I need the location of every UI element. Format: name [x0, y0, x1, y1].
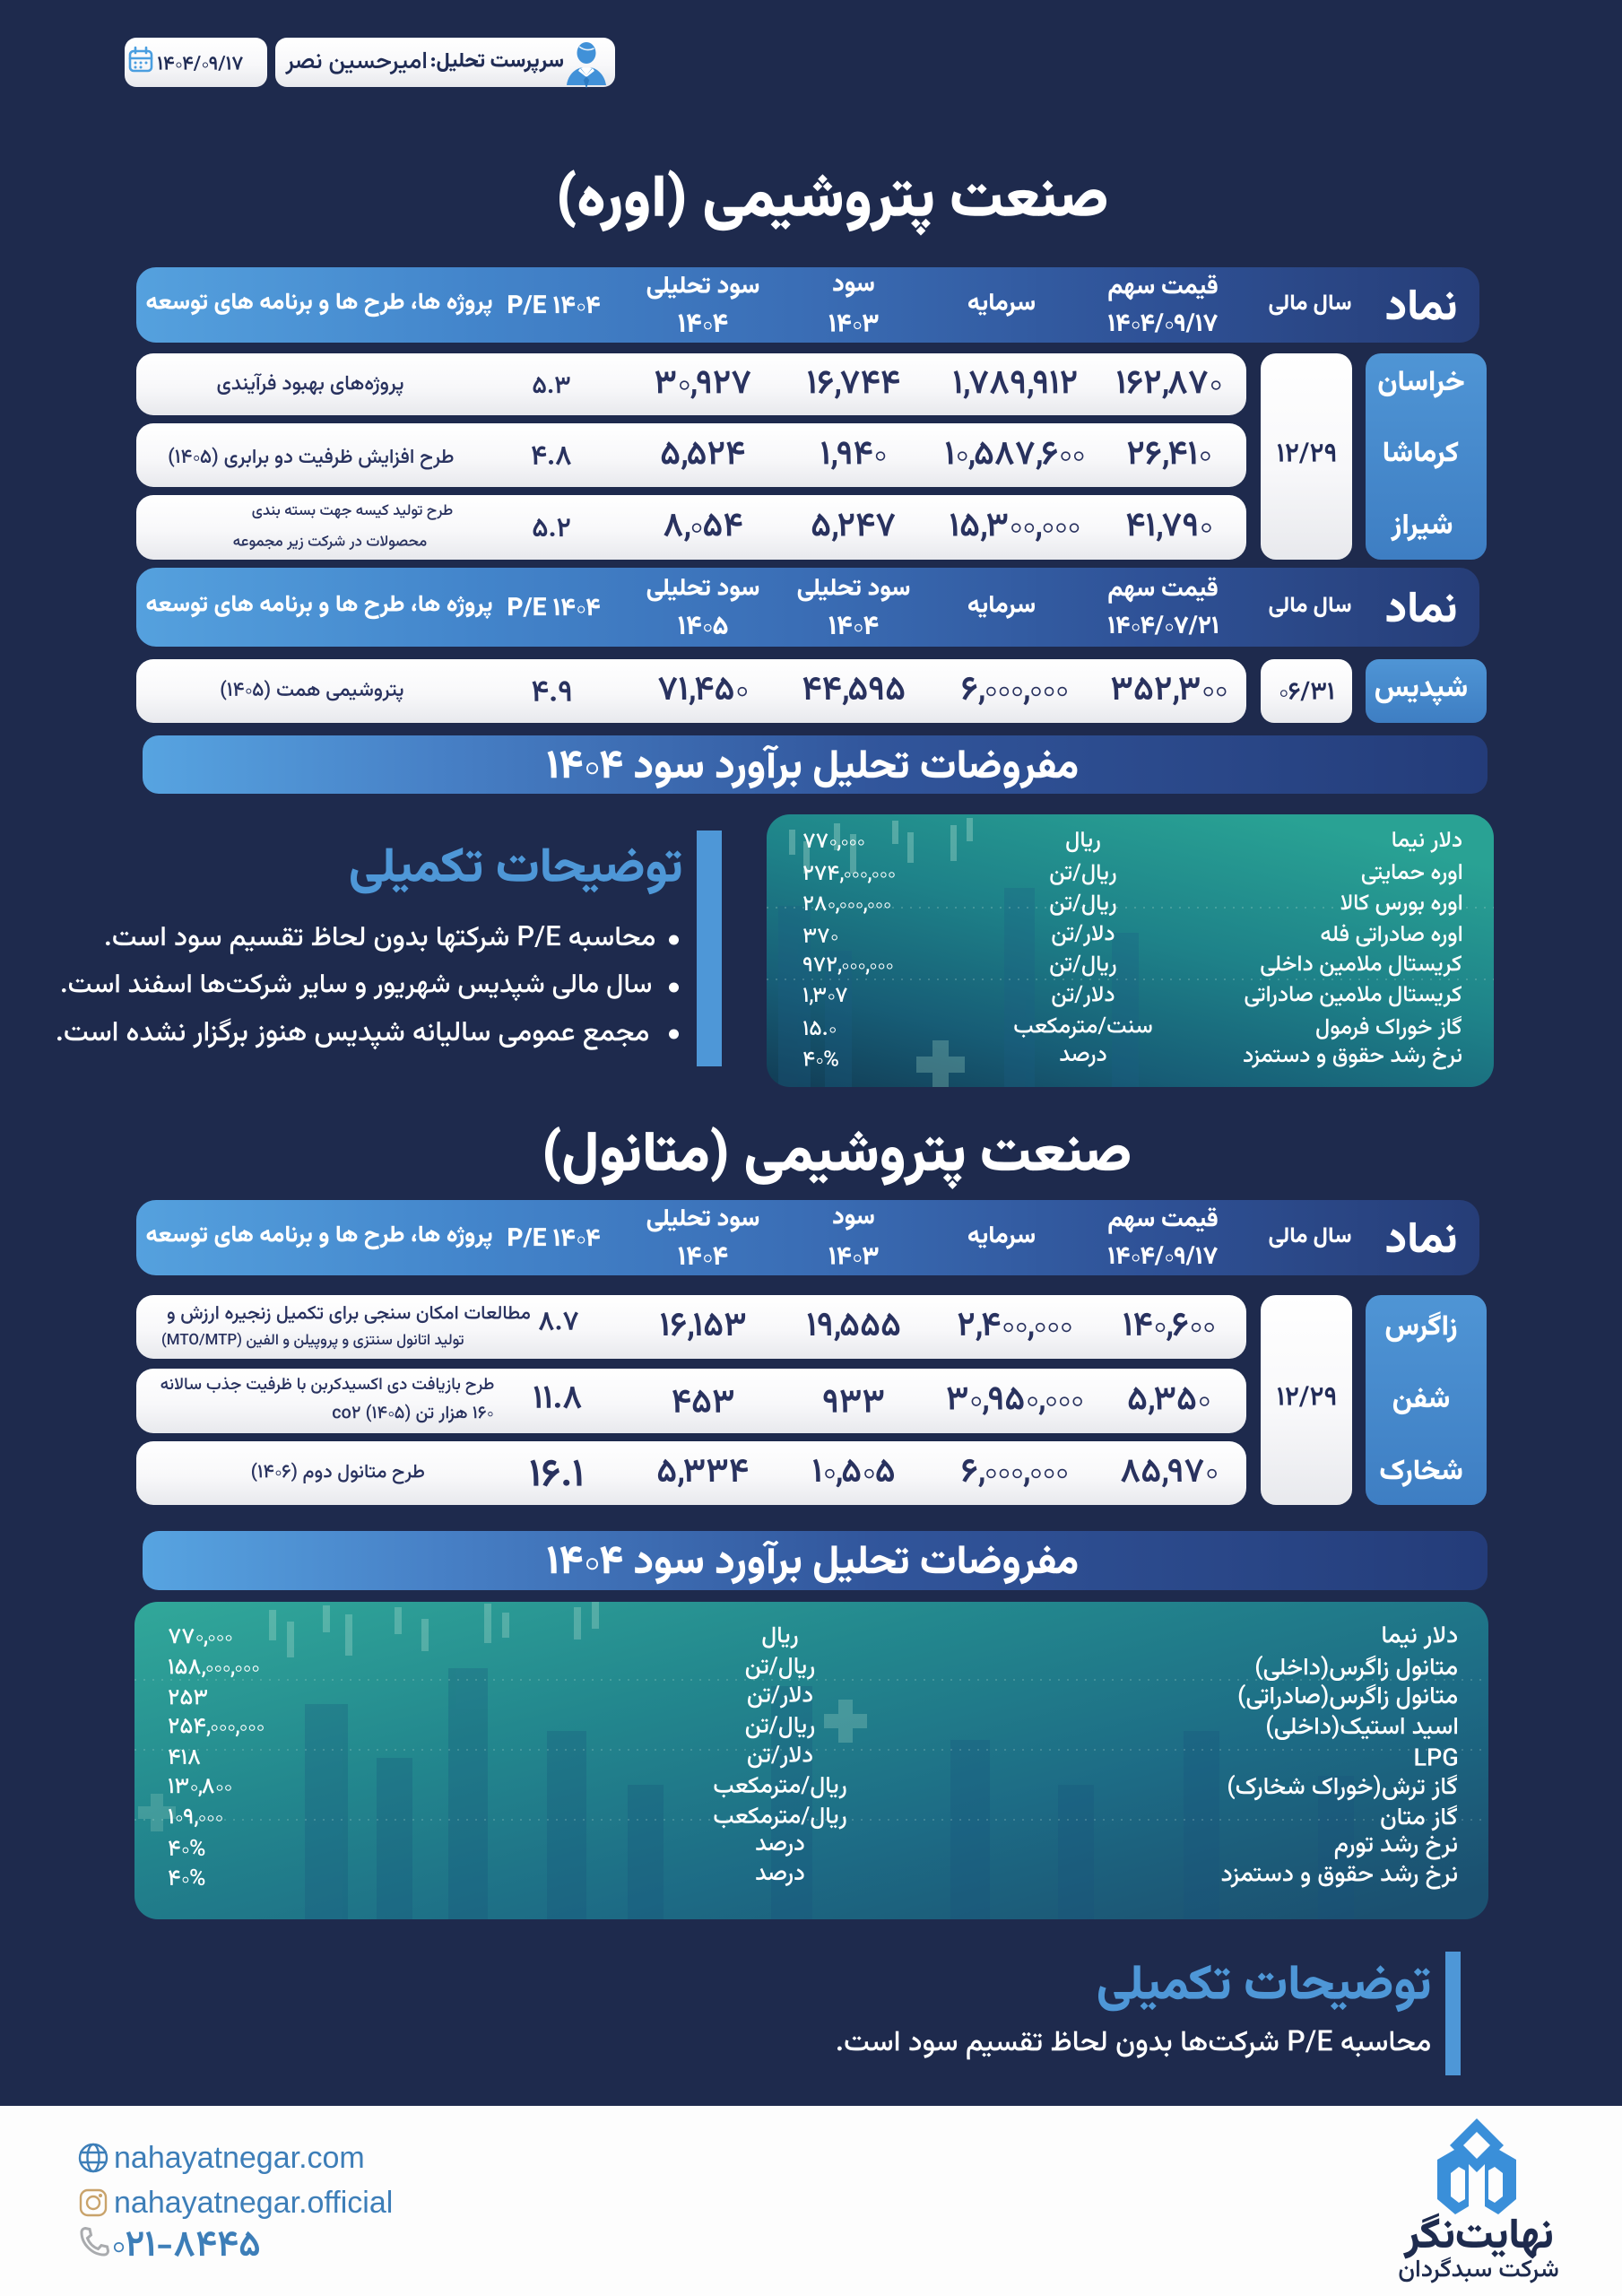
svg-text:nahayatnegar.com: nahayatnegar.com — [114, 2141, 365, 2175]
svg-text:nahayatnegar.official: nahayatnegar.official — [114, 2186, 393, 2220]
